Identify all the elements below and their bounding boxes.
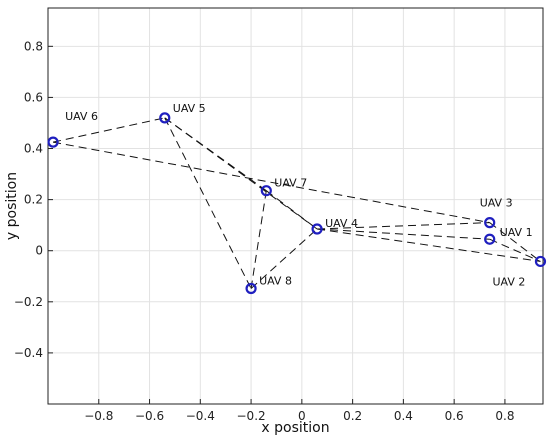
uav-label: UAV 3 [480,197,513,210]
x-tick-label: 0.2 [343,409,362,423]
y-tick-label: 0.4 [24,142,43,156]
link-line [489,222,541,262]
y-tick-label: 0.2 [24,193,43,207]
x-tick-label: −0.4 [186,409,215,423]
uav-label: UAV 5 [173,102,206,115]
y-axis-label: y position [4,172,20,240]
uav-label: UAV 6 [65,110,98,123]
x-tick-label: 0.6 [445,409,464,423]
link-line [266,190,318,230]
uav-marker [47,136,59,148]
uav-marker [484,217,496,229]
uav-label: UAV 8 [259,275,292,288]
x-tick-label: −0.2 [237,409,266,423]
y-ticks-layer: −0.4 −0.2 0 0.2 0.4 0.6 0.8 [14,39,53,360]
y-tick-label: 0.8 [24,39,43,53]
link-line [164,117,318,230]
uav-marker [484,233,496,245]
y-tick-label: −0.2 [14,295,43,309]
link-line [250,190,267,289]
link-line [52,117,165,143]
uav-marker [260,185,272,197]
link-line [317,228,541,262]
uav-marker [159,112,171,124]
y-tick-label: 0.6 [24,90,43,104]
y-tick-label: 0 [35,244,43,258]
uav-marker [534,255,547,268]
edges-layer [52,117,541,289]
x-ticks-layer: −0.8 −0.6 −0.4 −0.2 0 0.2 0.4 0.6 0.8 [84,399,514,423]
link-line [250,228,318,289]
x-tick-label: 0.8 [495,409,514,423]
x-axis-label: x position [261,420,329,436]
uav-marker [245,282,257,295]
grid-layer [48,8,543,404]
link-line [317,222,490,230]
link-line [52,141,490,224]
plot-area-frame [47,7,544,405]
x-tick-label: 0.4 [394,409,413,423]
link-line [164,117,252,289]
point-labels-layer: UAV 1 UAV 2 UAV 3 UAV 4 UAV 5 UAV 6 UAV 7 UAV 8 [65,102,533,289]
uav-label: UAV 7 [274,177,307,190]
uav-label: UAV 2 [492,275,525,288]
link-line [317,228,490,240]
uav-marker [311,223,323,235]
uav-label: UAV 4 [325,217,358,230]
y-tick-label: −0.4 [14,346,43,360]
x-tick-label: −0.6 [135,409,164,423]
x-tick-label: 0 [298,409,306,423]
x-tick-label: −0.8 [84,409,113,423]
markers-layer [47,112,547,295]
uav-label: UAV 1 [500,226,533,239]
link-line [489,238,541,262]
